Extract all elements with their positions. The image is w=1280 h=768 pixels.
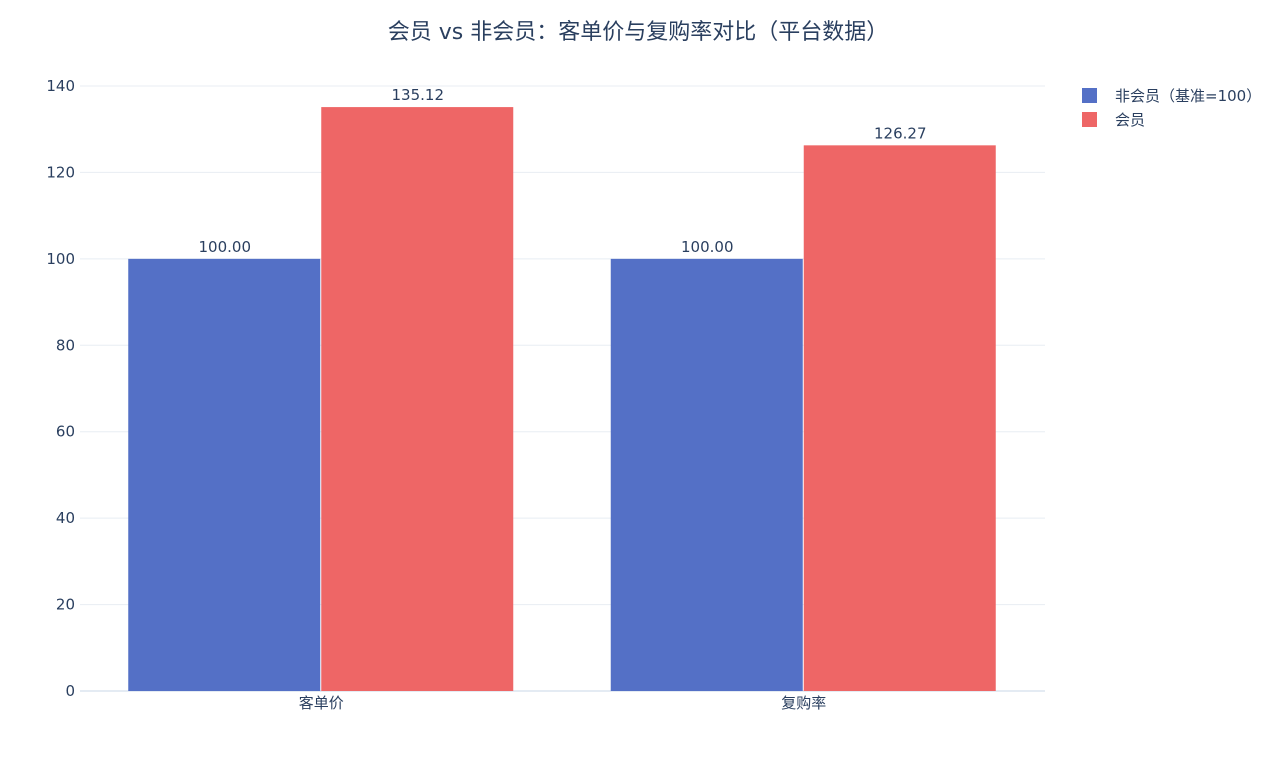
legend-swatch: [1082, 112, 1097, 127]
x-tick-label: 复购率: [781, 694, 826, 712]
bar-member-0[interactable]: [321, 107, 514, 692]
legend-swatch: [1082, 88, 1097, 103]
data-label: 126.27: [874, 124, 927, 142]
x-tick-label: 客单价: [299, 694, 344, 712]
bar-member-1[interactable]: [803, 145, 996, 691]
legend[interactable]: 非会员（基准=100） 会员: [1082, 87, 1261, 129]
legend-item[interactable]: 会员: [1082, 111, 1145, 129]
y-axis: 0 20 40 60 80 100 120 140: [46, 77, 75, 700]
y-tick-label: 0: [65, 682, 75, 700]
chart-title: 会员 vs 非会员：客单价与复购率对比（平台数据）: [388, 20, 888, 45]
data-label: 135.12: [392, 86, 445, 104]
legend-label: 会员: [1115, 111, 1145, 129]
y-tick-label: 20: [56, 596, 75, 614]
data-label: 100.00: [681, 238, 734, 256]
y-tick-label: 60: [56, 423, 75, 441]
bar-non-member-1[interactable]: [610, 258, 803, 691]
data-label: 100.00: [199, 238, 252, 256]
bar-non-member-0[interactable]: [128, 258, 321, 691]
y-tick-label: 100: [46, 250, 75, 268]
data-labels-layer: 100.00 135.12 100.00 126.27: [199, 86, 927, 256]
y-tick-label: 140: [46, 77, 75, 95]
y-tick-label: 120: [46, 163, 75, 181]
legend-label: 非会员（基准=100）: [1115, 87, 1261, 105]
bars-layer: [128, 107, 996, 692]
y-tick-label: 80: [56, 336, 75, 354]
y-tick-label: 40: [56, 509, 75, 527]
legend-item[interactable]: 非会员（基准=100）: [1082, 87, 1261, 105]
x-axis: 客单价 复购率: [299, 694, 827, 712]
